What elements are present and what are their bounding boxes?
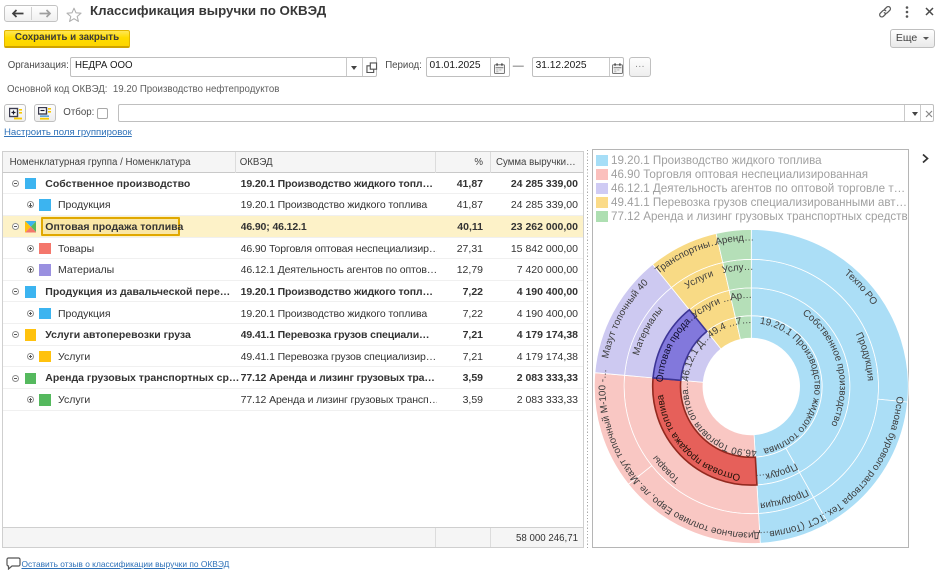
svg-text:Услу…: Услу… [721,262,753,276]
svg-text:7…: 7… [735,315,752,328]
svg-text:Ар…: Ар… [729,290,752,303]
